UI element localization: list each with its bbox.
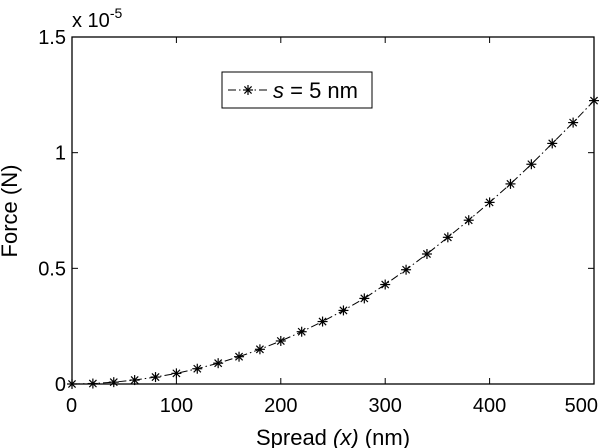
data-point xyxy=(463,215,474,226)
y-tick-label: 1 xyxy=(55,143,66,165)
series-markers xyxy=(67,95,599,389)
data-point xyxy=(421,248,432,259)
x-tick-label: 300 xyxy=(369,395,402,417)
x-tick-label: 500 xyxy=(565,395,598,417)
data-point xyxy=(254,344,265,355)
x-tick-label: 100 xyxy=(160,395,193,417)
data-point xyxy=(275,335,286,346)
x-axis-label-variable: (x) xyxy=(333,425,359,448)
data-point xyxy=(401,264,412,275)
data-point xyxy=(589,95,599,106)
data-point xyxy=(150,372,161,383)
legend-label: s = 5 nm xyxy=(273,78,358,103)
data-point xyxy=(442,232,453,243)
data-point xyxy=(317,316,328,327)
y-axis-exponent-power: -5 xyxy=(110,5,123,21)
y-tick-label: 1.5 xyxy=(38,27,66,49)
data-point xyxy=(234,351,245,362)
x-tick-label: 400 xyxy=(473,395,506,417)
legend-label-value: = 5 nm xyxy=(284,78,358,103)
data-point xyxy=(67,379,77,389)
y-axis-exponent-base: x 10 xyxy=(72,10,110,32)
data-point xyxy=(526,159,537,170)
legend-marker xyxy=(243,85,253,95)
data-point xyxy=(192,363,203,374)
data-point xyxy=(505,178,516,189)
data-point xyxy=(87,378,98,389)
data-point xyxy=(568,117,579,128)
legend: s = 5 nm xyxy=(221,71,373,109)
legend-marker-symbol xyxy=(243,85,253,95)
x-axis-label: Spread (x) (nm) xyxy=(256,425,410,448)
y-axis-exponent: x 10-5 xyxy=(72,5,122,32)
y-tick-label: 0 xyxy=(55,374,66,396)
y-tick-labels: 0 0.5 1 1.5 xyxy=(38,27,66,396)
data-point xyxy=(338,305,349,316)
data-point xyxy=(213,358,224,369)
data-point xyxy=(547,138,558,149)
data-point xyxy=(108,377,119,388)
y-tick-label: 0.5 xyxy=(38,258,66,280)
data-point xyxy=(359,293,370,304)
data-point xyxy=(171,368,182,379)
data-point xyxy=(296,326,307,337)
data-point xyxy=(484,197,495,208)
legend-label-variable: s xyxy=(273,78,284,103)
data-point xyxy=(380,279,391,290)
y-axis-label: Force (N) xyxy=(0,165,22,258)
x-tick-labels: 0 100 200 300 400 500 xyxy=(66,395,598,417)
data-point xyxy=(129,375,140,386)
x-tick-label: 0 xyxy=(66,395,77,417)
legend-box xyxy=(221,71,373,109)
x-axis-label-prefix: Spread xyxy=(256,425,333,448)
x-tick-label: 200 xyxy=(264,395,297,417)
x-axis-label-unit: (nm) xyxy=(359,425,410,448)
